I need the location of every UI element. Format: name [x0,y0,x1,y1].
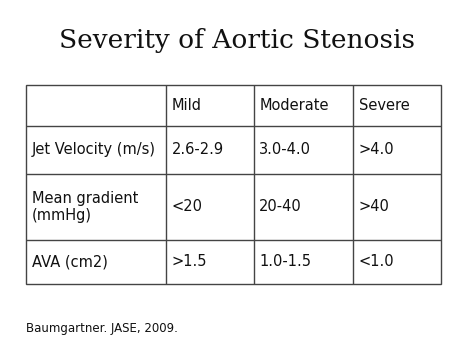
Text: Severity of Aortic Stenosis: Severity of Aortic Stenosis [59,28,415,53]
Text: Jet Velocity (m/s): Jet Velocity (m/s) [32,142,156,158]
Text: 2.6-2.9: 2.6-2.9 [172,142,224,158]
Text: <1.0: <1.0 [359,254,394,269]
Text: <20: <20 [172,199,202,214]
Text: Severe: Severe [359,98,410,113]
Text: 3.0-4.0: 3.0-4.0 [259,142,311,158]
Text: Mean gradient
(mmHg): Mean gradient (mmHg) [32,191,138,223]
Text: >4.0: >4.0 [359,142,394,158]
Text: 20-40: 20-40 [259,199,302,214]
Text: >40: >40 [359,199,390,214]
Bar [26,85,441,284]
Text: Baumgartner. JASE, 2009.: Baumgartner. JASE, 2009. [26,322,178,335]
Text: >1.5: >1.5 [172,254,207,269]
Text: Mild: Mild [172,98,201,113]
Text: 1.0-1.5: 1.0-1.5 [259,254,311,269]
Text: Moderate: Moderate [259,98,329,113]
Text: AVA (cm2): AVA (cm2) [32,254,108,269]
